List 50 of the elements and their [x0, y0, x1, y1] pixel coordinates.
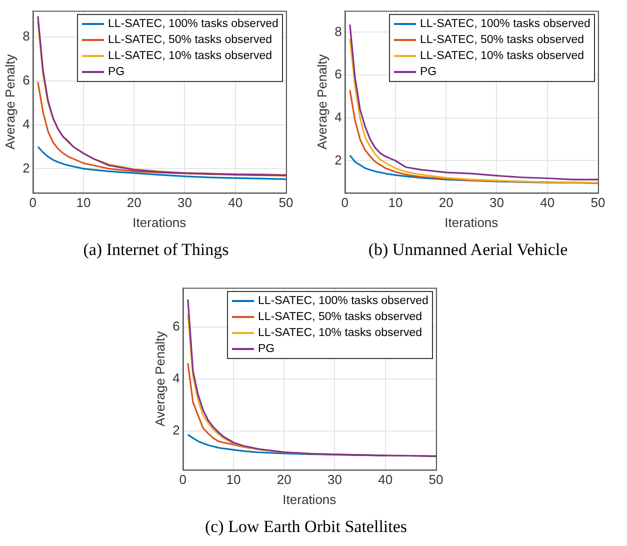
x-tick-label: 40	[228, 195, 243, 210]
x-tick-label: 10	[76, 195, 91, 210]
x-tick-label: 50	[278, 195, 294, 210]
y-tick-label: 8	[22, 28, 30, 44]
legend-label: PG	[107, 64, 126, 80]
x-axis-title: Iterations	[282, 492, 337, 507]
y-tick-label: 6	[172, 318, 180, 334]
y-axis-title: Average Penalty	[152, 330, 168, 426]
x-tick-label: 50	[428, 472, 444, 488]
legend-label: LL-SATEC, 100% tasks observed	[419, 16, 590, 32]
x-axis-title: Iterations	[132, 214, 187, 230]
x-tick-label: 20	[438, 195, 454, 210]
y-tick-label: 2	[334, 152, 342, 168]
text: (a) Internet of Things	[82, 240, 230, 260]
y-tick-label: 2	[22, 160, 30, 176]
x-tick-label: 40	[540, 195, 555, 210]
x-tick-label: 10	[388, 195, 403, 210]
legend-label: LL-SATEC, 50% tasks observed	[257, 310, 424, 325]
x-tick-label: 10	[226, 472, 241, 488]
text: (b) Unmanned Aerial Vehicle	[367, 240, 569, 260]
y-tick-label: 8	[334, 24, 342, 39]
y-tick-label: 6	[334, 66, 342, 82]
legend-label: LL-SATEC, 100% tasks observed	[107, 16, 278, 32]
y-axis-title: Average Penalty	[2, 54, 18, 150]
legend-label: LL-SATEC, 10% tasks observed	[419, 48, 586, 64]
y-axis-title: Average Penalty	[314, 54, 330, 150]
x-tick-label: 30	[328, 472, 342, 488]
y-tick-label: 4	[334, 109, 342, 124]
legend-label: PG	[257, 342, 276, 357]
x-tick-label: 40	[378, 472, 393, 488]
x-tick-label: 30	[178, 195, 192, 210]
x-tick-label: 0	[179, 472, 186, 488]
x-tick-label: 20	[276, 472, 292, 488]
y-tick-label: 6	[22, 72, 30, 88]
legend-label: LL-SATEC, 50% tasks observed	[419, 32, 586, 48]
x-tick-label: 0	[341, 195, 348, 210]
x-tick-label: 0	[29, 195, 36, 210]
y-tick-label: 4	[172, 370, 180, 386]
legend-label: PG	[419, 64, 438, 80]
legend-label: LL-SATEC, 100% tasks observed	[257, 294, 428, 309]
x-tick-label: 20	[126, 195, 142, 210]
text: (c) Low Earth Orbit Satellites	[204, 517, 408, 537]
x-tick-label: 30	[490, 195, 504, 210]
legend-label: LL-SATEC, 10% tasks observed	[107, 48, 274, 64]
x-tick-label: 50	[590, 195, 606, 210]
legend-label: LL-SATEC, 50% tasks observed	[107, 32, 274, 48]
y-tick-label: 2	[172, 422, 180, 438]
legend-label: LL-SATEC, 10% tasks observed	[257, 326, 424, 341]
x-axis-title: Iterations	[444, 214, 499, 230]
y-tick-label: 4	[22, 116, 30, 132]
